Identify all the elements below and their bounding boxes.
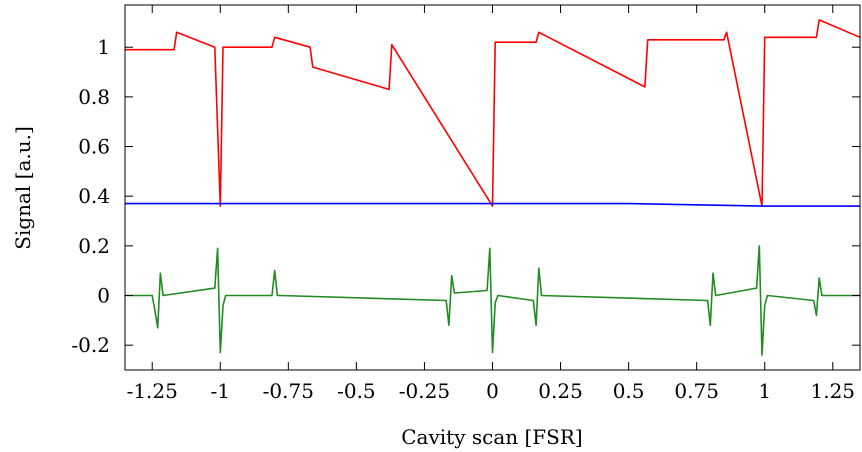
x-tick-label: 1.25 xyxy=(811,379,856,403)
y-tick-label: 0.2 xyxy=(78,234,110,258)
series-line-0 xyxy=(125,19,861,207)
y-axis-title: Signal [a.u.] xyxy=(11,126,35,250)
x-tick-label: -0.25 xyxy=(399,379,450,403)
y-tick-label: -0.2 xyxy=(71,333,110,357)
y-tick-label: 0 xyxy=(97,284,110,308)
x-tick-label: 1 xyxy=(758,379,771,403)
plot-frame xyxy=(124,4,861,371)
ticks-layer xyxy=(125,5,860,370)
y-tick-label: 1 xyxy=(97,35,110,59)
y-tick-label: 0.8 xyxy=(78,85,110,109)
x-tick-label: 0 xyxy=(486,379,499,403)
x-tick-label: -1 xyxy=(211,379,230,403)
x-tick-label: 0.25 xyxy=(538,379,583,403)
tick-label-layer: -1.25 -1 -0.75 -0.5 -0.25 0 0.25 0.5 0.75 1 1.25 -0… xyxy=(71,35,855,403)
y-tick-label: 0.6 xyxy=(78,135,110,159)
series-line-1 xyxy=(125,202,860,207)
x-tick-label: -1.25 xyxy=(127,379,178,403)
x-tick-label: 0.5 xyxy=(613,379,645,403)
x-tick-label: -0.5 xyxy=(337,379,376,403)
y-tick-label: 0.4 xyxy=(78,184,110,208)
series-line-2 xyxy=(125,245,860,356)
x-axis-title: Cavity scan [FSR] xyxy=(401,425,582,449)
series-layer xyxy=(125,19,861,356)
x-tick-label: -0.75 xyxy=(263,379,314,403)
x-tick-label: 0.75 xyxy=(674,379,719,403)
